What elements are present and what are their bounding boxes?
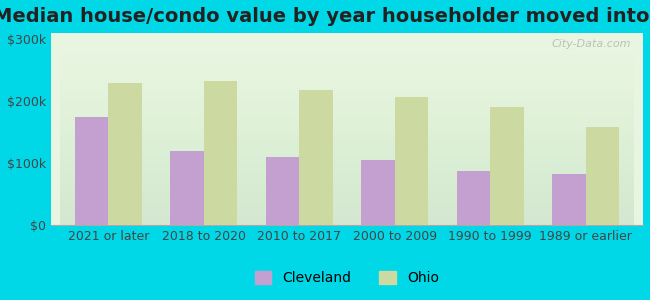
Bar: [75, 117, 109, 225]
Bar: [457, 170, 490, 225]
Bar: [552, 174, 586, 225]
Bar: [109, 82, 142, 225]
Bar: [586, 127, 619, 225]
Legend: Cleveland, Ohio: Cleveland, Ohio: [249, 266, 445, 291]
Bar: [361, 160, 395, 225]
Bar: [395, 97, 428, 225]
Bar: [266, 157, 299, 225]
Bar: [170, 151, 203, 225]
Bar: [490, 107, 524, 225]
Bar: [203, 81, 237, 225]
Title: Median house/condo value by year householder moved into unit: Median house/condo value by year househo…: [0, 7, 650, 26]
Text: City-Data.com: City-Data.com: [552, 39, 631, 49]
Bar: [299, 90, 333, 225]
